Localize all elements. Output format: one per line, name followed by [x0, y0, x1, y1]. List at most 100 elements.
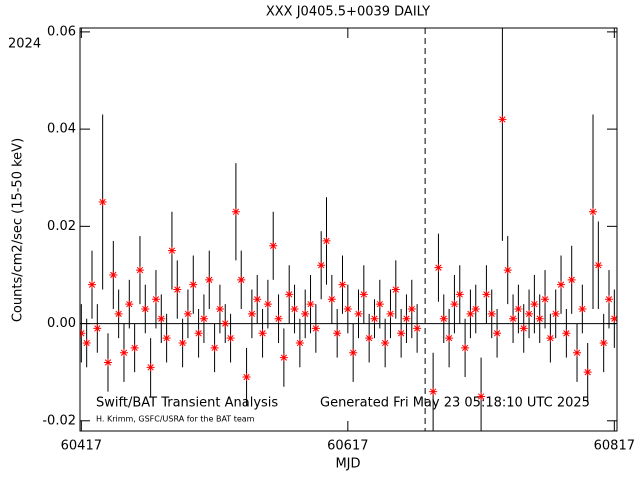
annotation: H. Krimm, GSFC/USRA for the BAT team: [96, 415, 255, 424]
data-point: [493, 329, 502, 338]
data-point: [80, 329, 86, 338]
data-point: [375, 300, 384, 309]
data-point: [210, 343, 219, 352]
y-axis-label: Counts/cm2/sec (15-50 keV): [11, 138, 26, 322]
x-tick-label: 60617: [327, 439, 368, 454]
data-point: [130, 343, 139, 352]
data-point: [215, 304, 224, 313]
data-point: [167, 246, 176, 255]
data-point: [295, 339, 304, 348]
data-point: [87, 280, 96, 289]
y-tick-label: 0.06: [47, 24, 76, 39]
data-point: [413, 324, 422, 333]
data-point: [258, 329, 267, 338]
x-tick-label: 60417: [61, 439, 102, 454]
data-point: [589, 207, 598, 216]
data-point: [450, 300, 459, 309]
data-point: [231, 207, 240, 216]
data-point: [343, 304, 352, 313]
data-point: [535, 314, 544, 323]
data-point: [311, 324, 320, 333]
chart-title: XXX J0405.5+0039 DAILY: [266, 5, 430, 20]
data-point: [242, 373, 251, 382]
x-axis-label: MJD: [335, 457, 360, 472]
data-point: [98, 198, 107, 207]
data-point: [509, 314, 518, 323]
y-tick-label: 0.04: [47, 122, 76, 137]
data-point: [269, 241, 278, 250]
data-point: [189, 280, 198, 289]
data-point: [541, 295, 550, 304]
data-point: [157, 314, 166, 323]
data-point: [583, 368, 592, 377]
data-point: [119, 348, 128, 357]
data-point: [567, 275, 576, 284]
data-point: [135, 266, 144, 275]
data-point: [93, 324, 102, 333]
data-point: [253, 295, 262, 304]
data-point: [365, 334, 374, 343]
axes-frame: [79, 27, 618, 432]
data-point: [439, 314, 448, 323]
data-point: [306, 300, 315, 309]
annotation: Generated Fri May 23 05:18:10 UTC 2025: [320, 396, 590, 411]
data-point: [317, 261, 326, 270]
y-tick-label: 0.00: [47, 316, 76, 331]
data-point: [349, 348, 358, 357]
data-point: [199, 314, 208, 323]
data-point: [551, 309, 560, 318]
data-point: [114, 309, 123, 318]
data-point: [514, 304, 523, 313]
data-point: [109, 270, 118, 279]
data-point: [205, 275, 214, 284]
data-point: [445, 334, 454, 343]
data-point: [237, 275, 246, 284]
data-point: [263, 300, 272, 309]
data-point: [381, 339, 390, 348]
data-point: [391, 285, 400, 294]
data-point: [519, 324, 528, 333]
data-point: [498, 115, 507, 124]
plot-area: [80, 28, 617, 431]
y-tick-label: 0.02: [47, 219, 76, 234]
x-tick-label: 60817: [594, 439, 635, 454]
data-point: [162, 334, 171, 343]
data-point: [290, 304, 299, 313]
year-label: 2024: [8, 37, 41, 52]
data-point: [301, 309, 310, 318]
data-point: [103, 358, 112, 367]
data-point: [605, 295, 614, 304]
data-point: [562, 329, 571, 338]
data-point: [594, 261, 603, 270]
data-point: [322, 236, 331, 245]
annotation: Swift/BAT Transient Analysis: [96, 396, 278, 411]
data-point: [125, 300, 134, 309]
data-point: [146, 363, 155, 372]
data-point: [247, 309, 256, 318]
data-point: [466, 309, 475, 318]
data-point: [226, 334, 235, 343]
data-point: [610, 314, 617, 323]
data-point: [141, 304, 150, 313]
data-point: [402, 314, 411, 323]
y-tick-label: -0.02: [42, 413, 76, 428]
data-point: [183, 309, 192, 318]
data-point: [407, 304, 416, 313]
data-point: [573, 348, 582, 357]
data-point: [530, 300, 539, 309]
data-point: [279, 353, 288, 362]
data-point: [194, 329, 203, 338]
data-point: [455, 290, 464, 299]
data-point: [82, 339, 91, 348]
data-point: [333, 329, 342, 338]
data-point: [477, 392, 486, 401]
data-point: [221, 319, 230, 328]
data-point: [546, 334, 555, 343]
data-point: [151, 295, 160, 304]
data-point: [397, 329, 406, 338]
data-point: [461, 343, 470, 352]
data-point: [578, 304, 587, 313]
data-point: [386, 309, 395, 318]
data-point: [434, 263, 443, 272]
